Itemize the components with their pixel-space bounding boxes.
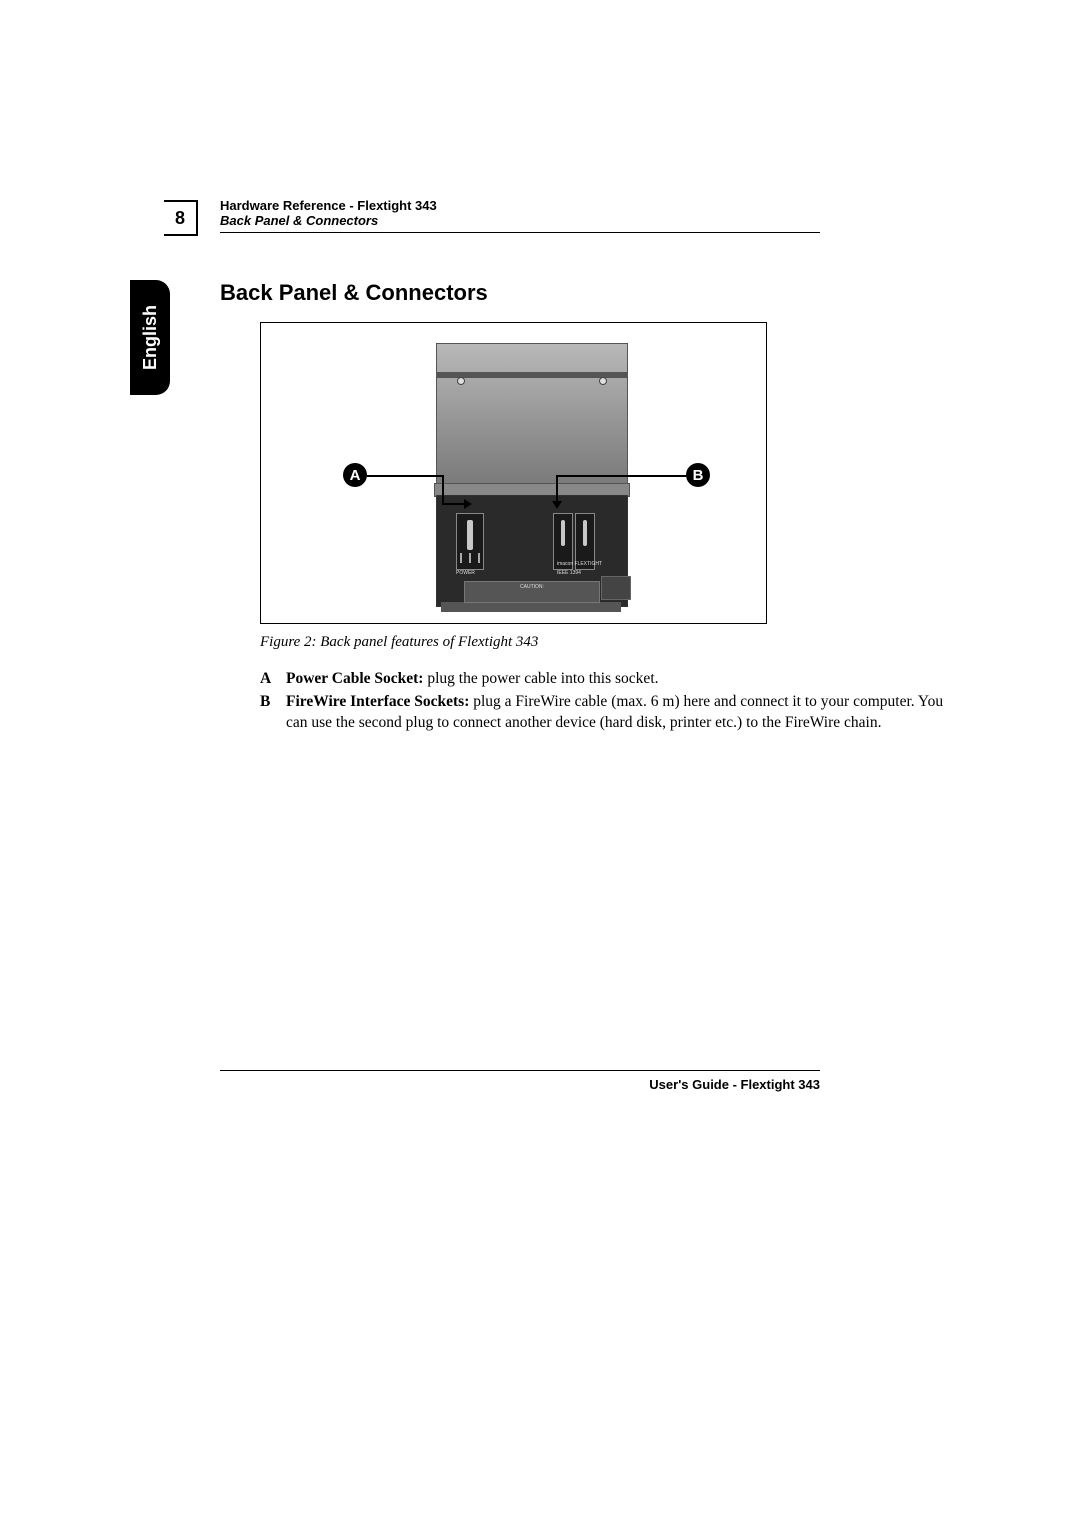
page-header: 8 Hardware Reference - Flextight 343 Bac… [130, 200, 950, 240]
page-footer: User's Guide - Flextight 343 [220, 1070, 820, 1092]
figure-back-panel: POWER IEEE 1394 imacon FLEXTIGHT CAUTION… [260, 322, 767, 624]
list-body-a: Power Cable Socket: plug the power cable… [286, 669, 659, 690]
device-base [441, 602, 621, 612]
page-number: 8 [164, 200, 198, 236]
callout-b-arrow-icon [552, 501, 562, 509]
device-upper-body [436, 343, 628, 485]
power-socket-icon [456, 513, 484, 570]
callout-list: A Power Cable Socket: plug the power cab… [260, 669, 950, 734]
list-lead-a: Power Cable Socket: [286, 670, 423, 687]
callout-a-leader [442, 475, 444, 503]
list-lead-b: FireWire Interface Sockets: [286, 693, 469, 710]
callout-a-leader [367, 475, 442, 477]
callout-b-badge: B [686, 463, 710, 487]
callout-a-arrow-icon [464, 499, 472, 509]
callout-b-leader [556, 475, 617, 477]
header-rule [220, 232, 820, 233]
list-item: B FireWire Interface Sockets: plug a Fir… [260, 692, 950, 734]
section-title: Back Panel & Connectors [220, 280, 950, 306]
list-item: A Power Cable Socket: plug the power cab… [260, 669, 950, 690]
callout-a-badge: A [343, 463, 367, 487]
firewire-pin-2-icon [583, 520, 587, 546]
power-pin-icon [467, 520, 473, 550]
device-stripe [437, 372, 627, 378]
header-subtitle: Back Panel & Connectors [220, 213, 437, 228]
screw-left-icon [457, 377, 465, 385]
content: Back Panel & Connectors POWER IE [220, 280, 950, 734]
power-label: POWER [456, 570, 475, 576]
figure-caption: Figure 2: Back panel features of Flextig… [260, 634, 950, 651]
caution-label: CAUTION: [520, 584, 544, 590]
callout-b-leader [556, 475, 558, 503]
list-body-b: FireWire Interface Sockets: plug a FireW… [286, 692, 950, 734]
firewire-pin-1-icon [561, 520, 565, 546]
header-title: Hardware Reference - Flextight 343 [220, 198, 437, 213]
screw-right-icon [599, 377, 607, 385]
page: 8 Hardware Reference - Flextight 343 Bac… [130, 200, 950, 736]
power-prongs-icon [457, 553, 483, 563]
list-rest-a: plug the power cable into this socket. [423, 670, 658, 687]
header-text: Hardware Reference - Flextight 343 Back … [220, 198, 437, 228]
brand-label: imacon FLEXTIGHT [557, 561, 602, 567]
footer-text: User's Guide - Flextight 343 [220, 1077, 820, 1092]
caution-plate: CAUTION: [464, 581, 600, 603]
footer-rule [220, 1070, 820, 1071]
firewire-label: IEEE 1394 [557, 570, 581, 576]
callout-b-leader [616, 475, 686, 477]
list-letter-a: A [260, 669, 286, 690]
spec-plate [601, 576, 631, 600]
list-letter-b: B [260, 692, 286, 734]
